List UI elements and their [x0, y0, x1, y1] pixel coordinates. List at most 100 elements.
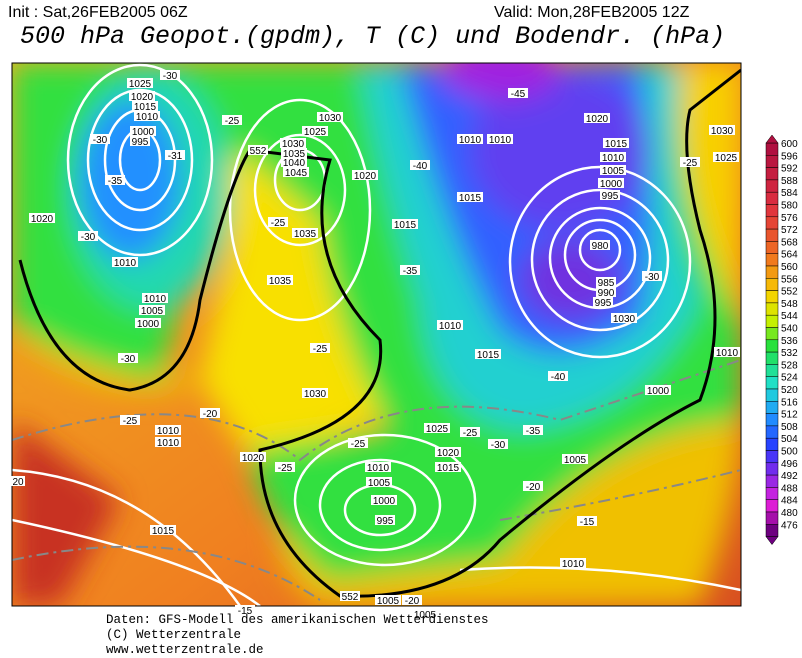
- colorbar-cap: [765, 134, 779, 144]
- label-bg: [118, 353, 138, 363]
- label-bg: [340, 591, 360, 601]
- contour-label: 1030: [711, 126, 734, 137]
- colorbar-label: 556: [781, 274, 798, 285]
- label-bg: [460, 427, 480, 437]
- colorbar-swatch: [765, 302, 779, 316]
- contour-label: 1030: [319, 113, 342, 124]
- colorbar-swatch: [765, 142, 779, 156]
- colorbar-label: 524: [781, 373, 798, 384]
- colorbar-swatch: [765, 388, 779, 402]
- label-bg: [487, 134, 513, 144]
- label-bg: [577, 516, 597, 526]
- colorbar-label: 484: [781, 496, 798, 507]
- contour-label: 985: [598, 278, 615, 289]
- colorbar-swatch: [765, 241, 779, 254]
- label-bg: [112, 257, 138, 267]
- label-bg: [400, 265, 420, 275]
- label-bg: [127, 78, 153, 88]
- contour-label: 1010: [459, 135, 482, 146]
- colorbar-label: 532: [781, 348, 798, 359]
- label-bg: [457, 192, 483, 202]
- label-bg: [366, 477, 392, 487]
- colorbar-label: 572: [781, 225, 798, 236]
- colorbar-label: 568: [781, 237, 798, 248]
- contour-label: -20: [203, 409, 218, 420]
- colorbar-swatch: [765, 253, 779, 267]
- label-bg: [155, 437, 181, 447]
- colorbar-swatch: [765, 462, 779, 476]
- contour-label: 1005: [141, 306, 164, 317]
- contour-label: -25: [278, 463, 293, 474]
- contour-label: 1000: [132, 127, 155, 138]
- colorbar-label: 488: [781, 483, 798, 494]
- label-bg: [29, 213, 55, 223]
- label-bg: [371, 495, 397, 505]
- label-bg: [302, 388, 328, 398]
- colorbar-swatch: [765, 167, 779, 181]
- label-bg: [596, 287, 616, 297]
- footer-line: www.wetterzentrale.de: [106, 643, 264, 657]
- contour-label: 1005: [564, 455, 587, 466]
- label-bg: [600, 165, 626, 175]
- contour-label: 995: [595, 298, 612, 309]
- contour-label: 20: [12, 477, 24, 488]
- colorbar-label: 500: [781, 447, 798, 458]
- colorbar-label: 540: [781, 324, 798, 335]
- valid-time: Valid: Mon,28FEB2005 12Z: [494, 4, 690, 21]
- contour-label: 552: [342, 592, 359, 603]
- contour-label: 1025: [715, 153, 738, 164]
- contour-label: -15: [580, 517, 595, 528]
- label-bg: [365, 462, 391, 472]
- label-bg: [600, 190, 620, 200]
- contour-label: 1010: [144, 294, 167, 305]
- colorbar-swatch: [765, 327, 779, 341]
- contour-label: 1000: [137, 319, 160, 330]
- label-bg: [129, 91, 155, 101]
- label-bg: [402, 595, 422, 605]
- contour-label: 1015: [605, 139, 628, 150]
- contour-label: -40: [413, 161, 428, 172]
- colorbar-label: 596: [781, 151, 798, 162]
- label-bg: [435, 462, 461, 472]
- contour-label: 1010: [562, 559, 585, 570]
- contour-label: 980: [592, 241, 609, 252]
- colorbar-label: 584: [781, 188, 798, 199]
- label-bg: [281, 148, 307, 158]
- contour-label: 1000: [647, 386, 670, 397]
- label-bg: [375, 595, 401, 605]
- contour-label: -25: [313, 344, 328, 355]
- contour-label: 1030: [282, 139, 305, 150]
- contour-label: 1020: [586, 114, 609, 125]
- colorbar-swatch: [765, 437, 779, 451]
- colorbar-label: 536: [781, 336, 798, 347]
- contour-label: 1010: [157, 438, 180, 449]
- label-bg: [560, 558, 586, 568]
- label-bg: [475, 349, 501, 359]
- contour-label: 1025: [304, 127, 327, 138]
- footer: Daten: GFS-Modell des amerikanischen Wet…: [106, 613, 489, 658]
- contour-label: 1010: [602, 153, 625, 164]
- colorbar-swatch: [765, 278, 779, 291]
- colorbar-swatch: [765, 425, 779, 439]
- contour-label: 1000: [373, 496, 396, 507]
- label-bg: [435, 447, 461, 457]
- label-bg: [155, 425, 181, 435]
- label-bg: [598, 178, 624, 188]
- footer-line: (C) Wetterzentrale: [106, 628, 242, 642]
- label-bg: [165, 150, 185, 160]
- contour-label: 1015: [477, 350, 500, 361]
- map-frame: [11, 62, 742, 607]
- label-bg: [593, 297, 613, 307]
- label-bg: [130, 136, 150, 146]
- label-bg: [713, 152, 739, 162]
- colorbar-label: 576: [781, 213, 798, 224]
- colorbar-label: 476: [781, 520, 798, 531]
- label-bg: [412, 609, 438, 619]
- label-bg: [248, 145, 268, 155]
- colorbar-swatch: [765, 216, 779, 230]
- label-bg: [134, 111, 160, 121]
- label-bg: [132, 101, 158, 111]
- colorbar-label: 492: [781, 471, 798, 482]
